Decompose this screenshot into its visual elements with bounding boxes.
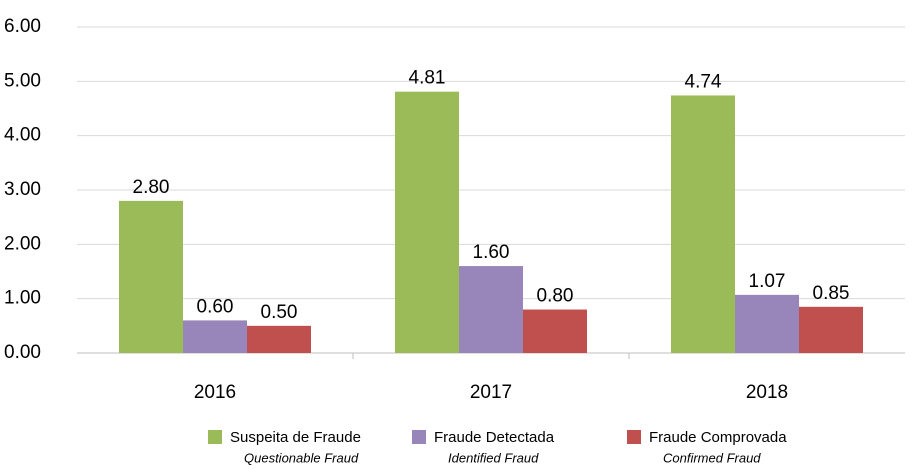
value-label: 1.07 bbox=[749, 271, 786, 292]
value-label: 1.60 bbox=[473, 242, 510, 263]
legend-swatch bbox=[208, 430, 222, 444]
y-tick-label: 5.00 bbox=[4, 70, 41, 91]
bar bbox=[735, 294, 799, 353]
value-label: 0.80 bbox=[537, 286, 574, 307]
y-tick-label: 0.00 bbox=[4, 342, 41, 363]
legend-label: Fraude Detectada bbox=[434, 429, 555, 446]
value-label: 4.81 bbox=[409, 68, 446, 89]
bar bbox=[799, 306, 863, 353]
legend-swatch bbox=[627, 430, 641, 444]
bar bbox=[119, 200, 183, 353]
x-tick-label: 2017 bbox=[470, 382, 512, 403]
legend-label: Suspeita de Fraude bbox=[230, 429, 361, 446]
y-tick-label: 4.00 bbox=[4, 125, 41, 146]
x-tick-label: 2018 bbox=[746, 382, 788, 403]
bar bbox=[183, 320, 247, 353]
y-tick-label: 3.00 bbox=[4, 179, 41, 200]
bar bbox=[395, 91, 459, 353]
value-label: 2.80 bbox=[133, 177, 170, 198]
bar bbox=[523, 309, 587, 353]
x-tick-label: 2016 bbox=[194, 382, 236, 403]
bar bbox=[247, 325, 311, 353]
value-label: 4.74 bbox=[685, 71, 722, 92]
legend-sublabel: Identified Fraud bbox=[448, 450, 539, 465]
value-label: 0.50 bbox=[261, 302, 298, 323]
value-label: 0.60 bbox=[197, 296, 234, 317]
y-tick-label: 2.00 bbox=[4, 233, 41, 254]
legend-label: Fraude Comprovada bbox=[649, 429, 787, 446]
legend-swatch bbox=[412, 430, 426, 444]
legend-sublabel: Questionable Fraud bbox=[244, 450, 359, 465]
value-label: 0.85 bbox=[813, 283, 850, 304]
bar bbox=[671, 95, 735, 354]
y-tick-label: 6.00 bbox=[4, 16, 41, 37]
bar bbox=[459, 266, 523, 353]
y-tick-label: 1.00 bbox=[4, 288, 41, 309]
legend-sublabel: Confirmed Fraud bbox=[663, 450, 761, 465]
